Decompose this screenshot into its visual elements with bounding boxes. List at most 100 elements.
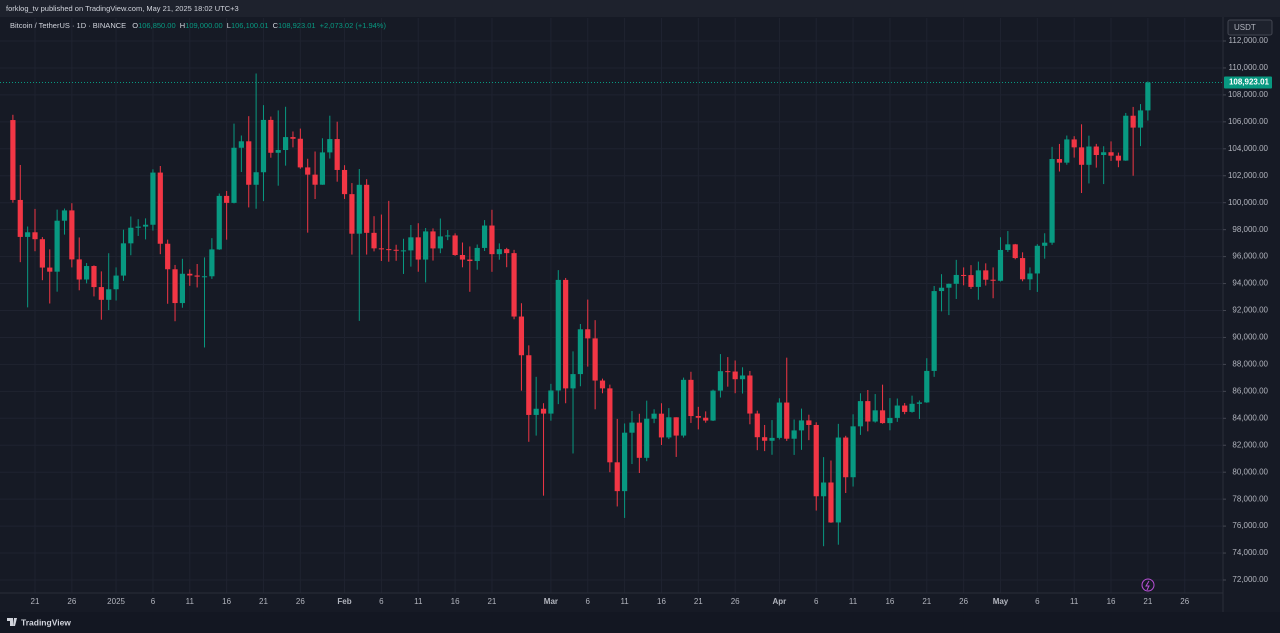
candle-body <box>916 402 923 404</box>
candle-body <box>938 287 945 292</box>
candle-body <box>865 401 871 422</box>
candle-body <box>695 416 701 418</box>
candle-body <box>577 329 583 375</box>
candle-body <box>253 172 259 185</box>
y-tick-label: 92,000.00 <box>1232 306 1268 315</box>
candle-body <box>474 247 480 262</box>
candle-body <box>61 210 68 221</box>
candle-body <box>39 239 45 268</box>
y-tick-label: 108,000.00 <box>1228 90 1269 99</box>
x-tick-label: 21 <box>922 597 931 606</box>
candle-body <box>1086 146 1092 165</box>
candle-body <box>430 231 436 249</box>
candle-body <box>762 437 768 441</box>
candle-body <box>990 279 996 281</box>
y-tick-label: 100,000.00 <box>1228 198 1269 207</box>
candle-body <box>275 150 281 153</box>
y-tick-label: 88,000.00 <box>1232 360 1268 369</box>
x-tick-label: 26 <box>959 597 968 606</box>
x-tick-label: Mar <box>544 597 558 606</box>
candle-body <box>732 371 738 380</box>
x-tick-label: 11 <box>849 597 858 606</box>
candle-body <box>415 237 421 260</box>
candle-body <box>636 422 642 458</box>
footer-bar <box>0 612 1280 633</box>
candle-body <box>423 231 429 260</box>
x-tick-label: 16 <box>222 597 231 606</box>
candle-body <box>614 462 620 492</box>
candle-body <box>1108 152 1114 156</box>
y-tick-label: 74,000.00 <box>1232 548 1268 557</box>
candle-body <box>150 172 156 225</box>
candle-body <box>717 371 724 391</box>
x-tick-label: 6 <box>379 597 384 606</box>
candle-body <box>305 167 311 175</box>
y-tick-label: 72,000.00 <box>1232 575 1268 584</box>
legend-value: 109,000.00 <box>185 21 223 30</box>
candle-body <box>585 329 591 339</box>
candle-body <box>1145 82 1151 111</box>
candle-body <box>187 273 193 276</box>
candle-body <box>1123 115 1129 161</box>
y-tick-label: 110,000.00 <box>1229 63 1269 72</box>
candle-body <box>98 287 104 300</box>
x-tick-label: 21 <box>487 597 496 606</box>
x-tick-label: 26 <box>296 597 305 606</box>
y-tick-label: 96,000.00 <box>1232 252 1268 261</box>
candle-body <box>106 289 112 300</box>
x-tick-label: 16 <box>657 597 666 606</box>
candle-body <box>658 413 665 438</box>
footer-text: TradingView <box>21 617 71 627</box>
candle-body <box>821 482 827 497</box>
candle-body <box>246 141 252 185</box>
candle-body <box>386 249 392 251</box>
x-tick-label: 26 <box>1180 597 1189 606</box>
candle-body <box>1034 245 1040 274</box>
x-tick-label: May <box>993 597 1009 606</box>
candle-body <box>1101 152 1107 156</box>
candle-body <box>629 422 635 433</box>
y-tick-label: 112,000.00 <box>1229 36 1269 45</box>
x-tick-label: 6 <box>1035 597 1040 606</box>
candle-body <box>209 249 215 277</box>
candle-body <box>1071 139 1077 148</box>
event-icon[interactable] <box>1141 578 1155 592</box>
legend-change: +2,073.02 (+1.94%) <box>320 21 387 30</box>
candle-body <box>467 259 473 262</box>
candle-body <box>378 248 384 250</box>
candle-body <box>1056 159 1063 163</box>
candle-body <box>54 220 60 272</box>
candle-body <box>879 410 886 424</box>
x-tick-label: 11 <box>620 597 629 606</box>
candle-body <box>651 413 657 419</box>
x-tick-label: 21 <box>1143 597 1152 606</box>
candle-body <box>504 249 510 254</box>
candle-body <box>680 379 687 436</box>
candle-body <box>437 236 443 249</box>
symbol: Bitcoin / TetherUS · 1D · BINANCE <box>10 21 126 30</box>
x-tick-label: 26 <box>67 597 76 606</box>
x-tick-label: 6 <box>586 597 591 606</box>
candle-body <box>725 371 731 373</box>
y-tick-label: 76,000.00 <box>1232 521 1268 530</box>
candle-body <box>1093 146 1099 156</box>
candle-body <box>872 410 878 422</box>
candle-body <box>142 224 149 227</box>
y-tick-label: 102,000.00 <box>1228 171 1269 180</box>
candle-body <box>747 375 753 414</box>
candle-body <box>754 413 760 438</box>
candle-body <box>84 266 90 280</box>
candle-body <box>828 482 834 523</box>
legend-label: O <box>132 21 138 30</box>
y-tick-label: 82,000.00 <box>1232 440 1268 449</box>
candle-body <box>1042 242 1048 246</box>
y-tick-label: 106,000.00 <box>1228 117 1269 126</box>
x-tick-label: Feb <box>337 597 351 606</box>
x-tick-label: 16 <box>451 597 460 606</box>
candle-body <box>997 249 1004 281</box>
candle-body <box>644 418 650 458</box>
candle-body <box>563 279 569 389</box>
currency-box[interactable] <box>1227 19 1273 36</box>
candle-body <box>599 380 606 389</box>
candle-body <box>400 250 407 252</box>
